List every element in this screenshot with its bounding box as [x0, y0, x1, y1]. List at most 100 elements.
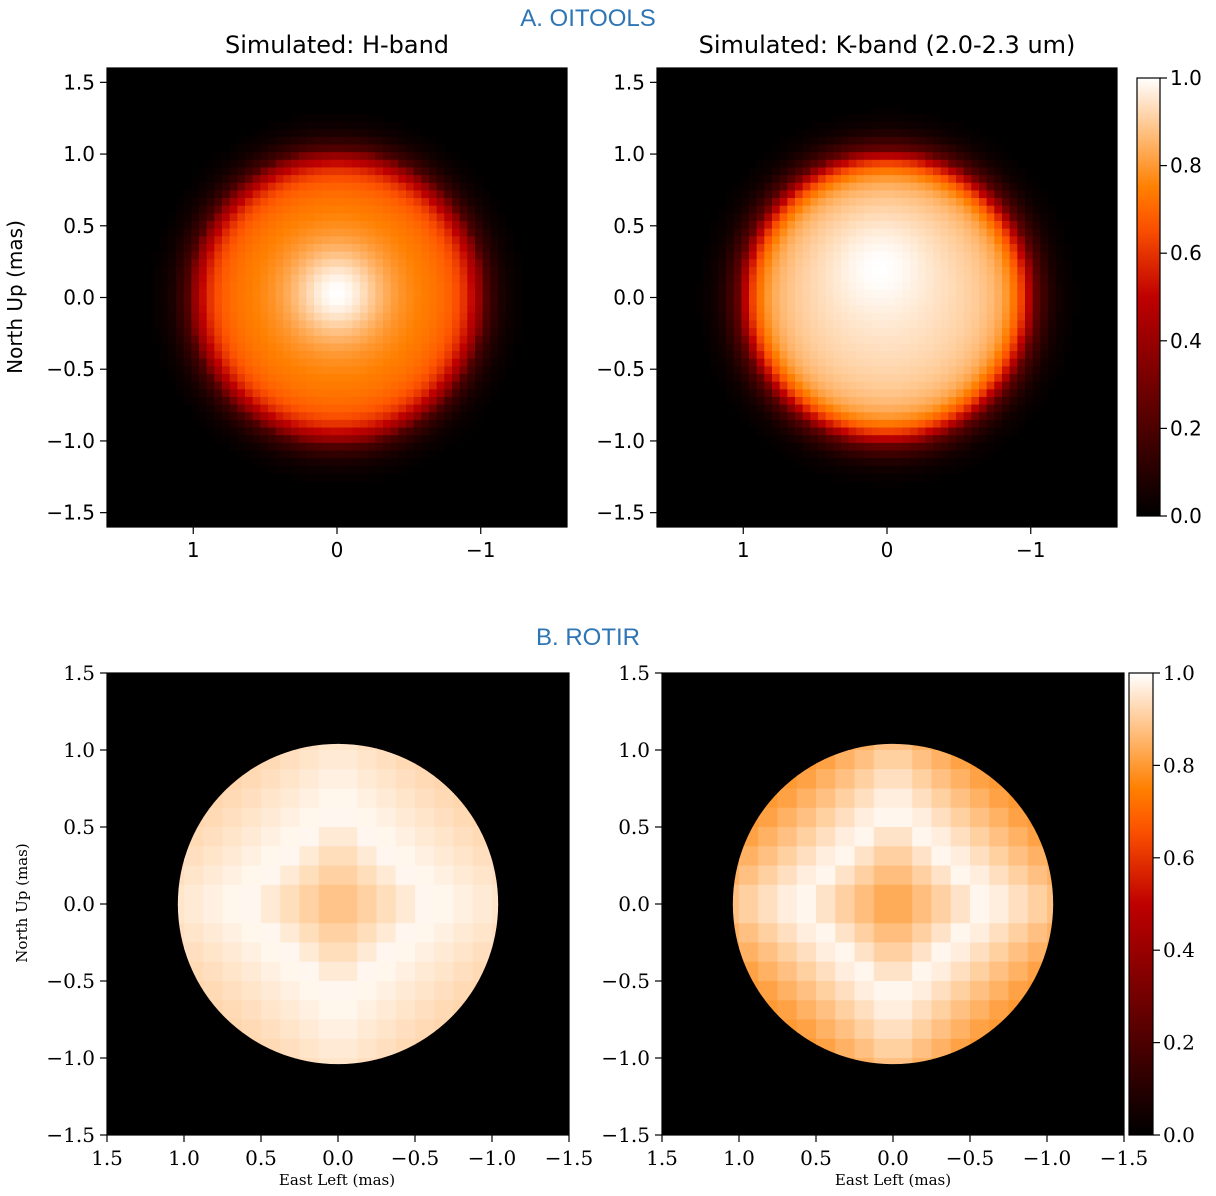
heatmap-cell	[183, 266, 192, 276]
heatmap-cell	[398, 266, 407, 276]
heatmap-cell	[1017, 419, 1026, 429]
heatmap-cell	[421, 259, 430, 268]
heatmap-cell	[421, 236, 430, 245]
heatmap-cell	[275, 305, 284, 314]
heatmap-cell	[986, 435, 995, 444]
heatmap-cell	[733, 221, 742, 230]
heatmap-cell	[252, 236, 261, 245]
heatmap-cell	[1048, 305, 1057, 314]
heatmap-cell	[252, 343, 261, 352]
heatmap-cell	[329, 458, 338, 467]
heatmap-cell	[741, 259, 750, 268]
heatmap-cell	[940, 251, 949, 260]
heatmap-cell	[318, 1058, 339, 1065]
heatmap-cell	[887, 335, 896, 344]
heatmap-cell	[314, 442, 323, 452]
heatmap-cell	[925, 236, 934, 245]
heatmap-cell	[383, 259, 392, 268]
heatmap-cell	[482, 297, 491, 306]
heatmap-cell	[873, 981, 894, 1001]
heatmap-cell	[206, 389, 215, 398]
heatmap-cell	[229, 396, 238, 406]
heatmap-cell	[237, 282, 246, 291]
heatmap-cell	[413, 289, 422, 299]
heatmap-cell	[383, 450, 392, 459]
heatmap-cell	[1002, 335, 1011, 344]
heatmap-cell	[398, 312, 407, 322]
heatmap-cell	[505, 328, 514, 337]
heatmap-cell	[436, 335, 445, 344]
heatmap-cell	[452, 289, 461, 299]
heatmap-cell	[917, 121, 926, 130]
heatmap-cell	[772, 297, 781, 306]
heatmap-cell	[948, 159, 957, 169]
heatmap-cell	[802, 442, 811, 452]
heatmap-cell	[948, 312, 957, 322]
heatmap-cell	[229, 427, 238, 436]
heatmap-cell	[795, 129, 804, 138]
heatmap-cell	[291, 412, 300, 421]
heatmap-cell	[854, 788, 875, 809]
heatmap-cell	[475, 175, 484, 184]
heatmap-cell	[375, 381, 384, 390]
heatmap-cell	[160, 274, 169, 283]
heatmap-cell	[229, 381, 238, 390]
heatmap-cell	[329, 221, 338, 230]
heatmap-cell	[772, 374, 781, 383]
heatmap-cell	[367, 121, 376, 130]
heatmap-cell	[498, 305, 507, 314]
heatmap-cell	[910, 152, 919, 161]
heatmap-cell	[191, 312, 200, 322]
heatmap-cell	[421, 389, 430, 398]
heatmap-cell	[406, 129, 415, 138]
heatmap-cell	[398, 320, 407, 329]
heatmap-cell	[810, 152, 819, 161]
heatmap-cell	[818, 282, 827, 291]
heatmap-cell	[887, 305, 896, 314]
heatmap-cell	[979, 427, 988, 436]
heatmap-cell	[825, 159, 834, 169]
heatmap-cell	[329, 113, 338, 123]
heatmap-cell	[1002, 221, 1011, 230]
heatmap-cell	[963, 175, 972, 184]
heatmap-cell	[321, 228, 330, 237]
heatmap-cell	[933, 205, 942, 214]
heatmap-cell	[413, 343, 422, 352]
heatmap-cell	[415, 846, 435, 867]
heatmap-cell	[795, 190, 804, 199]
heatmap-cell	[917, 228, 926, 237]
heatmap-cell	[940, 136, 949, 146]
heatmap-cell	[1032, 312, 1041, 322]
heatmap-cell	[314, 450, 323, 459]
heatmap-cell	[459, 243, 468, 253]
heatmap-cell	[245, 190, 254, 199]
heatmap-cell	[177, 923, 185, 944]
heatmap-cell	[710, 335, 719, 344]
heatmap-cell	[810, 198, 819, 207]
heatmap-cell	[879, 136, 888, 146]
heatmap-cell	[177, 904, 185, 924]
heatmap-cell	[756, 335, 765, 344]
heatmap-cell	[275, 389, 284, 398]
heatmap-cell	[856, 190, 865, 199]
heatmap-cell	[318, 923, 339, 944]
heatmap-cell	[357, 1058, 378, 1065]
heatmap-cell	[367, 458, 376, 467]
heatmap-cell	[741, 396, 750, 406]
heatmap-cell	[910, 389, 919, 398]
heatmap-cell	[848, 328, 857, 337]
heatmap-cell	[787, 251, 796, 260]
heatmap-cell	[841, 236, 850, 245]
heatmap-cell	[818, 175, 827, 184]
heatmap-cell	[854, 884, 875, 905]
heatmap-cell	[237, 320, 246, 329]
heatmap-cell	[444, 266, 453, 276]
heatmap-cell	[1008, 981, 1029, 1001]
heatmap-cell	[475, 182, 484, 191]
heatmap-cell	[168, 374, 177, 383]
heatmap-cell	[749, 190, 758, 199]
heatmap-cell	[933, 458, 942, 467]
heatmap-cell	[917, 427, 926, 436]
heatmap-cell	[360, 205, 369, 214]
heatmap-cell	[902, 442, 911, 452]
